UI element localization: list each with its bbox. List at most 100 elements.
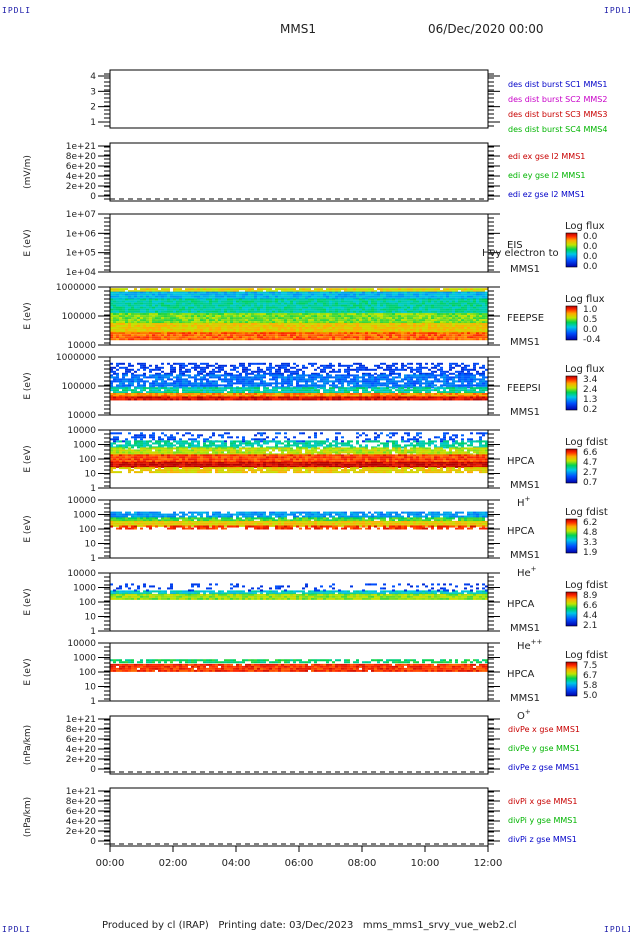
spectrogram-cell [290,298,293,301]
spectrogram-cell [308,384,311,387]
spectrogram-cell [203,302,206,305]
spectrogram-cell [224,336,227,339]
spectrogram-cell [224,322,227,325]
spectrogram-cell [413,290,416,293]
spectrogram-cell [287,293,290,296]
spectrogram-cell [227,324,230,327]
spectrogram-cell [455,298,458,301]
spectrogram-cell [443,313,446,316]
spectrogram-cell [167,324,170,327]
spectrogram-cell [191,389,194,392]
spectrogram-cell [470,338,473,341]
spectrogram-cell [254,321,257,324]
spectrogram-cell [233,317,236,320]
spectrogram-cell [317,306,320,309]
spectrogram-cell [197,317,200,320]
spectrogram-cell [242,380,245,383]
spectrogram-cell [155,322,158,325]
spectrogram-cell [467,308,470,311]
spectrogram-cell [398,317,401,320]
spectrogram-cell [260,324,263,327]
spectrogram-cell [323,324,326,327]
spectrogram-cell [377,315,380,318]
spectrogram-cell [296,324,299,327]
spectrogram-cell [209,374,212,377]
spectrogram-cell [368,315,371,318]
spectrogram-cell [203,324,206,327]
spectrogram-cell [110,324,113,327]
spectrogram-cell [302,288,305,291]
spectrogram-cell [233,324,236,327]
spectrogram-cell [464,380,467,383]
spectrogram-cell [392,295,395,298]
spectrogram-cell [221,317,224,320]
spectrogram-cell [278,366,281,369]
spectrogram-cell [110,298,113,301]
spectrogram-cell [407,330,410,333]
spectrogram-cell [419,384,422,387]
spectrogram-cell [152,293,155,296]
spectrogram-cell [458,317,461,320]
spectrogram-cell [122,330,125,333]
spectrogram-cell [314,362,317,365]
spectrogram-cell [257,328,260,331]
spectrogram-cell [302,321,305,324]
spectrogram-cell [365,304,368,307]
spectrogram-cell [191,304,194,307]
spectrogram-cell [308,334,311,337]
spectrogram-cell [449,321,452,324]
spectrogram-cell [422,334,425,337]
spectrogram-cell [440,308,443,311]
spectrogram-cell [395,372,398,375]
spectrogram-cell [209,387,212,390]
spectrogram-cell [119,298,122,301]
spectrogram-cell [458,304,461,307]
spectrogram-cell [404,384,407,387]
spectrogram-cell [125,302,128,305]
spectrogram-cell [467,368,470,371]
spectrogram-cell [359,322,362,325]
spectrogram-cell [482,317,485,320]
spectrogram-cell [473,295,476,298]
spectrogram-cell [167,302,170,305]
spectrogram-cell [329,288,332,291]
spectrogram-cell [323,366,326,369]
y-tick-label: 1e+06 [66,229,97,239]
spectrogram-cell [413,382,416,385]
spectrogram-cell [164,306,167,309]
spectrogram-cell [197,298,200,301]
spectrogram-cell [329,306,332,309]
spectrogram-cell [431,288,434,291]
spectrogram-cell [335,330,338,333]
spectrogram-cell [335,293,338,296]
spectrogram-cell [485,310,488,313]
spectrogram-cell [188,319,191,322]
spectrogram-cell [362,364,365,367]
spectrogram-cell [194,295,197,298]
spectrogram-cell [236,298,239,301]
spectrogram-cell [362,313,365,316]
spectrogram-cell [293,336,296,339]
spectrogram-cell [275,315,278,318]
spectrogram-cell [338,298,341,301]
spectrogram-cell [233,293,236,296]
spectrogram-cell [236,330,239,333]
spectrogram-cell [257,382,260,385]
spectrogram-cell [149,302,152,305]
spectrogram-cell [170,332,173,335]
spectrogram-cell [215,370,218,373]
spectrogram-cell [188,310,191,313]
spectrogram-cell [245,382,248,385]
spectrogram-cell [332,288,335,291]
spectrogram-cell [200,389,203,392]
spectrogram-cell [455,384,458,387]
spectrogram-cell [446,332,449,335]
spectrogram-cell [407,306,410,309]
spectrogram-cell [266,319,269,322]
spectrogram-cell [122,295,125,298]
spectrogram-cell [425,304,428,307]
spectrogram-cell [317,310,320,313]
spectrogram-cell [452,322,455,325]
spectrogram-cell [206,324,209,327]
spectrogram-cell [308,322,311,325]
